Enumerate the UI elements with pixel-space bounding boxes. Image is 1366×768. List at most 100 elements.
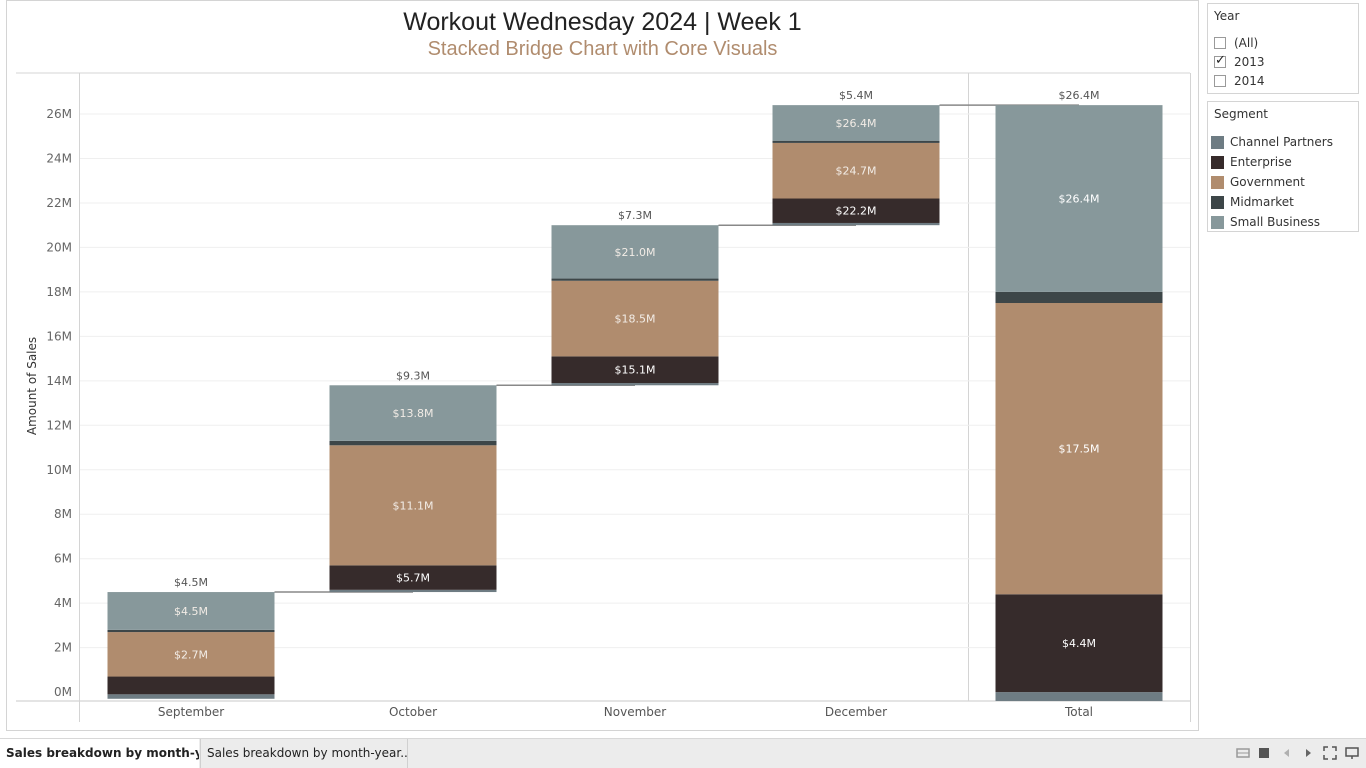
legend-item-label: Small Business <box>1230 215 1321 229</box>
year-option-2013[interactable]: ✓ 2013 <box>1214 53 1265 71</box>
bar-segment <box>107 629 275 633</box>
bar-segment <box>329 565 497 590</box>
y-tick-label: 6M <box>54 552 72 566</box>
legend-swatch <box>1211 155 1224 169</box>
legend-swatch <box>1211 135 1224 149</box>
year-filter-title: Year <box>1214 9 1240 23</box>
bar-total-label: $26.4M <box>1059 89 1100 102</box>
bar-segment <box>329 445 497 566</box>
legend-item-government[interactable]: Government <box>1211 173 1305 191</box>
y-tick-label: 10M <box>46 463 72 477</box>
y-tick-label: 22M <box>46 196 72 210</box>
y-tick-label: 20M <box>46 240 72 254</box>
bar-segment <box>551 278 719 281</box>
bar-segment <box>329 385 497 441</box>
segment-legend-panel: Segment Channel Partners Enterprise Gove… <box>1207 101 1359 232</box>
segment-value-label: $5.7M <box>396 572 430 585</box>
bar-segment <box>772 105 940 141</box>
year-option-label: 2014 <box>1234 74 1265 88</box>
bar-segment <box>107 632 275 677</box>
legend-item-label: Channel Partners <box>1230 135 1333 149</box>
segment-value-label: $15.1M <box>615 364 656 377</box>
segment-value-label: $13.8M <box>393 407 434 420</box>
legend-swatch <box>1211 175 1224 189</box>
bar-total-label: $7.3M <box>618 209 652 222</box>
legend-swatch <box>1211 215 1224 229</box>
bar-segment <box>995 291 1163 304</box>
bar-segment <box>107 694 275 699</box>
chart-subtitle: Stacked Bridge Chart with Core Visuals <box>427 38 778 60</box>
segment-value-label: $11.1M <box>393 499 434 512</box>
bar-segment <box>107 592 275 630</box>
bar-total-label: $5.4M <box>839 89 873 102</box>
x-category-label: November <box>604 705 666 719</box>
segment-value-label: $17.5M <box>1059 443 1100 456</box>
bar-segment <box>107 676 275 695</box>
bar-segment <box>772 142 940 199</box>
checkbox-2014[interactable] <box>1214 75 1226 87</box>
checkbox-2013[interactable]: ✓ <box>1214 53 1226 68</box>
chart-title: Workout Wednesday 2024 | Week 1 <box>403 8 802 36</box>
sheet-tab-bar: Sales breakdown by month-ye... Sales bre… <box>0 738 1366 768</box>
legend-item-channel-partners[interactable]: Channel Partners <box>1211 133 1333 151</box>
y-tick-label: 24M <box>46 151 72 165</box>
grid-view-icon[interactable] <box>1236 746 1250 760</box>
year-option-all[interactable]: (All) <box>1214 34 1258 52</box>
present-icon[interactable] <box>1345 746 1359 760</box>
y-tick-label: 14M <box>46 374 72 388</box>
segment-value-label: $26.4M <box>1059 193 1100 206</box>
y-tick-label: 2M <box>54 641 72 655</box>
year-option-label: 2013 <box>1234 55 1265 69</box>
y-tick-label: 12M <box>46 418 72 432</box>
bar-segment <box>329 589 497 593</box>
bar-segment <box>329 440 497 446</box>
y-tick-label: 0M <box>54 685 72 699</box>
legend-item-enterprise[interactable]: Enterprise <box>1211 153 1292 171</box>
x-category-label: September <box>158 705 224 719</box>
year-filter-panel: Year (All) ✓ 2013 2014 <box>1207 3 1359 94</box>
legend-item-label: Government <box>1230 175 1305 189</box>
fullscreen-icon[interactable] <box>1323 746 1337 760</box>
tab-sales-breakdown-2[interactable]: Sales breakdown by month-year... <box>200 739 408 768</box>
bar-segment <box>995 594 1163 693</box>
segment-value-label: $4.5M <box>174 605 208 618</box>
x-category-label: October <box>389 705 437 719</box>
next-arrow-icon[interactable] <box>1301 746 1315 760</box>
y-tick-label: 16M <box>46 329 72 343</box>
check-icon-2013: ✓ <box>1215 53 1226 68</box>
bridge-chart: 0M 2M 4M 6M 8M 10M 12M 14M 16M 18M 20M 22M 24M 26M Amo… <box>16 72 1191 722</box>
bar-total-label: $9.3M <box>396 369 430 382</box>
bar-segment <box>772 140 940 143</box>
year-option-label: (All) <box>1234 36 1259 50</box>
segment-value-label: $22.2M <box>836 205 877 218</box>
segment-value-label: $24.7M <box>836 165 877 178</box>
bar-segment <box>995 303 1163 595</box>
bar-segment <box>551 383 719 386</box>
year-option-2014[interactable]: 2014 <box>1214 72 1265 90</box>
bar-segment <box>551 280 719 357</box>
segment-value-label: $4.4M <box>1062 637 1096 650</box>
y-tick-label: 18M <box>46 285 72 299</box>
single-view-icon[interactable] <box>1257 746 1271 760</box>
segment-value-label: $2.7M <box>174 648 208 661</box>
segment-value-label: $26.4M <box>836 117 877 130</box>
bar-segment <box>551 225 719 279</box>
bar-segment <box>995 105 1163 292</box>
segment-legend-title: Segment <box>1214 107 1268 121</box>
tab-sales-breakdown-1[interactable]: Sales breakdown by month-ye... <box>0 739 199 768</box>
bar-segment <box>772 222 940 226</box>
x-category-label: Total <box>1064 705 1093 719</box>
bar-segment <box>995 692 1163 701</box>
bar-total-label: $4.5M <box>174 576 208 589</box>
prev-arrow-icon[interactable] <box>1280 746 1294 760</box>
checkbox-all[interactable] <box>1214 37 1226 49</box>
x-category-label: December <box>825 705 887 719</box>
legend-item-label: Enterprise <box>1230 155 1292 169</box>
legend-item-midmarket[interactable]: Midmarket <box>1211 193 1294 211</box>
segment-value-label: $21.0M <box>615 246 656 259</box>
y-tick-label: 8M <box>54 507 72 521</box>
y-axis-title: Amount of Sales <box>25 337 39 435</box>
bar-segment <box>772 198 940 223</box>
y-tick-label: 4M <box>54 596 72 610</box>
legend-item-small-business[interactable]: Small Business <box>1211 213 1320 231</box>
